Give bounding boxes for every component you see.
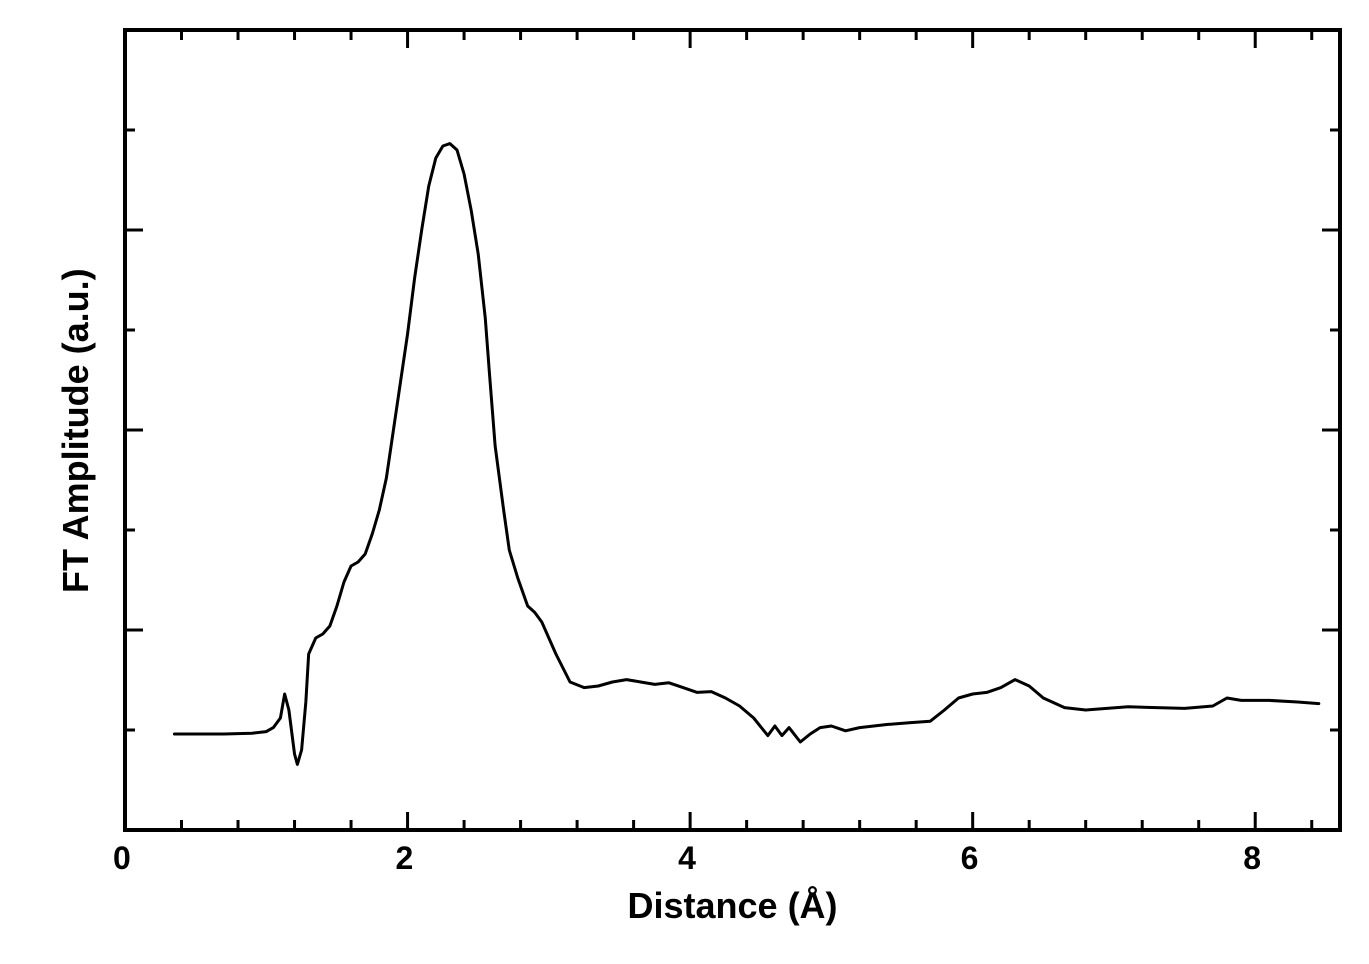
chart-container: { "chart": { "type": "line", "width_px":… <box>0 0 1369 964</box>
chart-svg <box>0 0 1369 964</box>
x-tick-label: 0 <box>113 840 131 877</box>
x-axis-label: Distance (Å) <box>628 885 838 927</box>
x-tick-label: 6 <box>961 840 979 877</box>
x-tick-label: 2 <box>396 840 414 877</box>
y-axis-label: FT Amplitude (a.u.) <box>55 268 97 593</box>
x-tick-label: 8 <box>1243 840 1261 877</box>
x-tick-label: 4 <box>678 840 696 877</box>
